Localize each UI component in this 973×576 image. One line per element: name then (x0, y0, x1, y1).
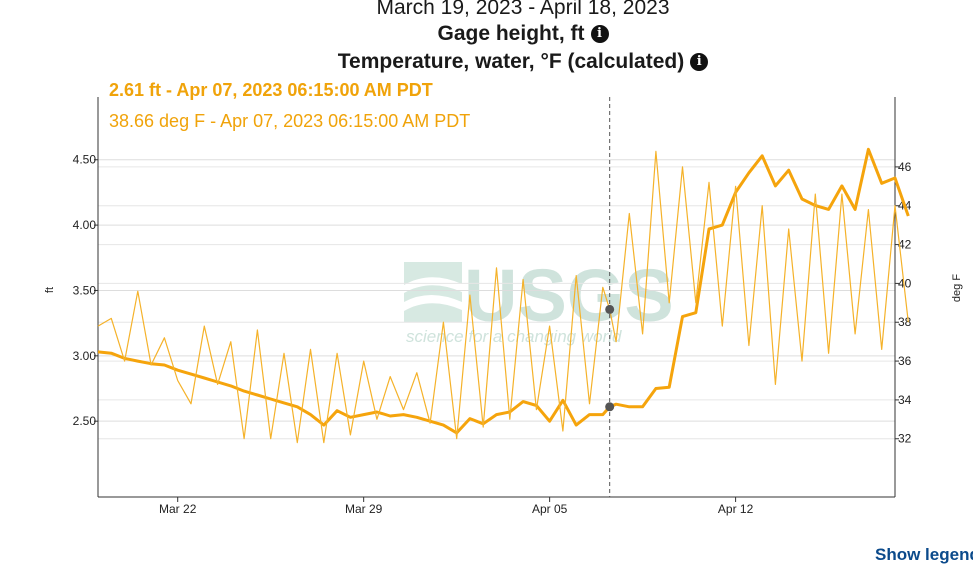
usgs-watermark: USGS science for a changing world (404, 254, 674, 346)
left-tick-label: 3.00 (73, 349, 97, 363)
show-legend-link[interactable]: Show legend (875, 545, 973, 564)
temperature-series-line (97, 150, 909, 444)
x-tick-label: Apr 05 (532, 502, 568, 516)
usgs-wave-logo-icon (404, 262, 462, 322)
gage-height-title-text: Gage height, ft (437, 22, 585, 45)
right-tick-label: 34 (898, 393, 912, 407)
tooltip-gage-readout: 2.61 ft - Apr 07, 2023 06:15:00 AM PDT (109, 80, 433, 100)
tooltip-temperature-readout: 38.66 deg F - Apr 07, 2023 06:15:00 AM P… (109, 111, 471, 131)
gage-height-cursor-marker (605, 402, 615, 412)
right-tick-label: 40 (898, 276, 912, 290)
right-tick-label: 42 (898, 238, 912, 252)
left-tick-label: 3.50 (73, 283, 97, 297)
hover-cursor (605, 97, 615, 497)
x-tick-label: Apr 12 (718, 502, 754, 516)
info-icon[interactable]: i (590, 25, 609, 43)
grid (98, 159, 895, 440)
gage-height-series-line (97, 147, 910, 435)
left-tick-label: 4.00 (73, 218, 97, 232)
gage-height-title: Gage height, ft i (0, 22, 973, 46)
tick-labels: 2.503.003.504.004.503234363840424446Mar … (73, 153, 912, 516)
left-tick-label: 2.50 (73, 414, 97, 428)
left-tick-label: 4.50 (73, 153, 97, 167)
right-tick-label: 36 (898, 354, 912, 368)
date-range-title: March 19, 2023 - April 18, 2023 (0, 0, 973, 20)
temperature-title: Temperature, water, °F (calculated) i (0, 50, 973, 74)
date-range-text: March 19, 2023 - April 18, 2023 (376, 0, 670, 19)
axes: ft deg F (44, 97, 963, 498)
temperature-title-text: Temperature, water, °F (calculated) (337, 50, 685, 73)
usgs-logo-text: USGS (464, 254, 674, 337)
right-tick-label: 46 (898, 160, 912, 174)
x-tick-label: Mar 22 (159, 502, 197, 516)
right-axis-label: deg F (951, 274, 963, 302)
series (97, 147, 910, 444)
right-tick-label: 38 (898, 315, 912, 329)
x-tick-label: Mar 29 (345, 502, 383, 516)
usgs-tagline: science for a changing world (406, 327, 622, 346)
temperature-cursor-marker (605, 304, 615, 314)
right-tick-label: 32 (898, 432, 912, 446)
left-axis-label: ft (44, 287, 56, 293)
info-icon[interactable]: i (690, 53, 709, 71)
